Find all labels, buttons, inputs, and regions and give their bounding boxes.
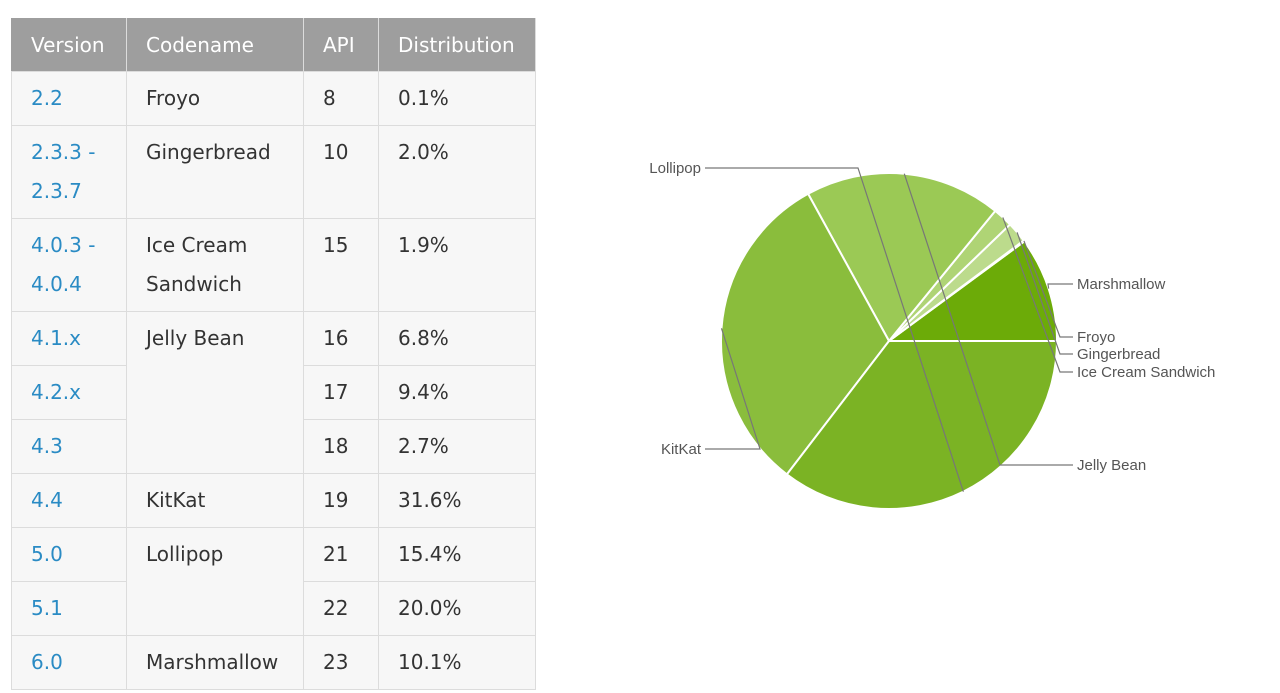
leader-line — [705, 328, 761, 450]
distribution-cell: 31.6% — [378, 473, 536, 528]
codename-cell: Ice Cream Sandwich — [126, 218, 304, 312]
api-cell: 17 — [303, 365, 379, 420]
version-cell[interactable]: 5.0 — [11, 527, 127, 582]
table-row: 4.3 18 2.7% — [11, 419, 536, 474]
distribution-cell: 2.7% — [378, 419, 536, 474]
slice-label: Ice Cream Sandwich — [1077, 364, 1215, 381]
header-api: API — [303, 18, 379, 72]
distribution-cell: 15.4% — [378, 527, 536, 582]
table-row: 4.0.3 - 4.0.4 Ice Cream Sandwich 15 1.9% — [11, 218, 536, 312]
codename-cell: KitKat — [126, 473, 304, 528]
codename-cell: Lollipop — [126, 527, 304, 636]
version-cell[interactable]: 4.1.x — [11, 311, 127, 366]
codename-cell: Marshmallow — [126, 635, 304, 690]
header-version: Version — [11, 18, 127, 72]
header-codename: Codename — [126, 18, 304, 72]
version-cell[interactable]: 2.2 — [11, 71, 127, 126]
distribution-table: Version Codename API Distribution 2.2 Fr… — [11, 18, 536, 690]
api-cell: 19 — [303, 473, 379, 528]
api-cell: 21 — [303, 527, 379, 582]
header-distribution: Distribution — [378, 18, 536, 72]
table-row: 4.4 KitKat 19 31.6% — [11, 473, 536, 528]
version-cell[interactable]: 6.0 — [11, 635, 127, 690]
api-cell: 23 — [303, 635, 379, 690]
codename-cell: Gingerbread — [126, 125, 304, 219]
version-cell[interactable]: 4.3 — [11, 419, 127, 474]
version-cell[interactable]: 5.1 — [11, 581, 127, 636]
slice-label: Jelly Bean — [1077, 457, 1146, 474]
distribution-cell: 10.1% — [378, 635, 536, 690]
api-cell: 22 — [303, 581, 379, 636]
version-cell[interactable]: 4.4 — [11, 473, 127, 528]
leader-line — [705, 167, 964, 492]
distribution-cell: 6.8% — [378, 311, 536, 366]
table-row: 2.3.3 - 2.3.7 Gingerbread 10 2.0% — [11, 125, 536, 219]
api-cell: 10 — [303, 125, 379, 219]
codename-cell: Jelly Bean — [126, 311, 304, 474]
slice-label: Lollipop — [649, 160, 701, 177]
distribution-cell: 1.9% — [378, 218, 536, 312]
version-cell[interactable]: 4.0.3 - 4.0.4 — [11, 218, 127, 312]
api-cell: 15 — [303, 218, 379, 312]
version-cell[interactable]: 2.3.3 - 2.3.7 — [11, 125, 127, 219]
table-row: 5.1 22 20.0% — [11, 581, 536, 636]
table-row: 6.0 Marshmallow 23 10.1% — [11, 635, 536, 690]
leader-line — [1023, 240, 1073, 338]
distribution-cell: 20.0% — [378, 581, 536, 636]
slice-label: Froyo — [1077, 329, 1115, 346]
leader-line — [1047, 283, 1073, 289]
version-cell[interactable]: 4.2.x — [11, 365, 127, 420]
table-row: 4.1.x Jelly Bean 16 6.8% — [11, 311, 536, 474]
slice-label: Gingerbread — [1077, 346, 1160, 363]
pie-slice-marshmallow — [885, 240, 1059, 342]
table-row: 5.0 Lollipop 21 15.4% — [11, 527, 536, 636]
slice-label: Marshmallow — [1077, 276, 1166, 293]
slice-label: KitKat — [661, 441, 702, 458]
leader-line — [1016, 232, 1073, 355]
distribution-cell: 2.0% — [378, 125, 536, 219]
distribution-cell: 0.1% — [378, 71, 536, 126]
api-cell: 18 — [303, 419, 379, 474]
api-cell: 16 — [303, 311, 379, 366]
table-header-row: Version Codename API Distribution — [11, 18, 536, 72]
distribution-cell: 9.4% — [378, 365, 536, 420]
codename-cell: Froyo — [126, 71, 304, 126]
table-row: 2.2 Froyo 8 0.1% — [11, 71, 536, 126]
leader-line — [903, 173, 1073, 466]
leader-line — [1002, 217, 1073, 373]
api-cell: 8 — [303, 71, 379, 126]
